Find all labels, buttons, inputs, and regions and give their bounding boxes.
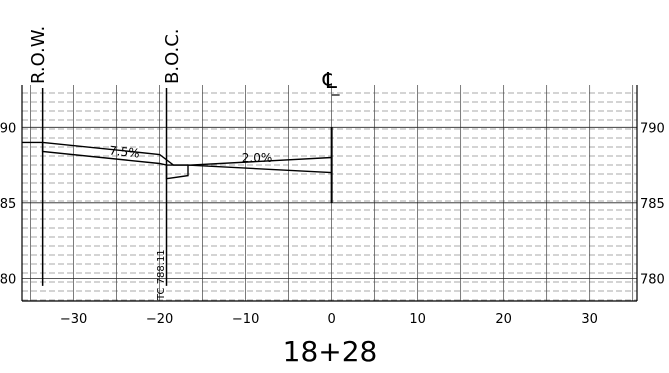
row-marker-label: R.O.W. bbox=[28, 26, 49, 84]
tc-label: TC 788.11 bbox=[156, 249, 167, 301]
y-tick-label-left: 80 bbox=[0, 272, 16, 287]
tick-labels: −30 −20 −10 0 10 20 30 80 780 85 785 90 790 bbox=[0, 121, 665, 327]
centerline-symbol: ℄ bbox=[322, 69, 338, 94]
boc-marker-label: B.O.C. bbox=[162, 28, 183, 84]
profile-line bbox=[41, 142, 188, 166]
y-tick-label-right: 790 bbox=[640, 121, 665, 136]
x-tick-label: −20 bbox=[146, 312, 173, 327]
grid-lines bbox=[22, 85, 637, 301]
y-tick-label-left: 90 bbox=[0, 121, 16, 136]
profile-line bbox=[165, 164, 332, 180]
slope-label-left: 7.5% bbox=[109, 143, 141, 160]
x-tick-label: 30 bbox=[581, 312, 598, 327]
x-tick-label: 20 bbox=[495, 312, 512, 327]
plot-frame bbox=[21, 85, 638, 302]
x-tick-label: −30 bbox=[60, 312, 87, 327]
x-tick-label: 0 bbox=[328, 312, 336, 327]
station-label: 18+28 bbox=[283, 335, 378, 368]
y-tick-label-right: 780 bbox=[640, 272, 665, 287]
y-tick-label-left: 85 bbox=[0, 197, 16, 212]
x-tick-label: −10 bbox=[232, 312, 259, 327]
slope-label-right: 2.0% bbox=[242, 151, 273, 165]
y-tick-label-right: 785 bbox=[640, 197, 665, 212]
x-tick-label: 10 bbox=[409, 312, 426, 327]
profile-lines bbox=[22, 88, 340, 286]
profile-line bbox=[22, 141, 332, 166]
